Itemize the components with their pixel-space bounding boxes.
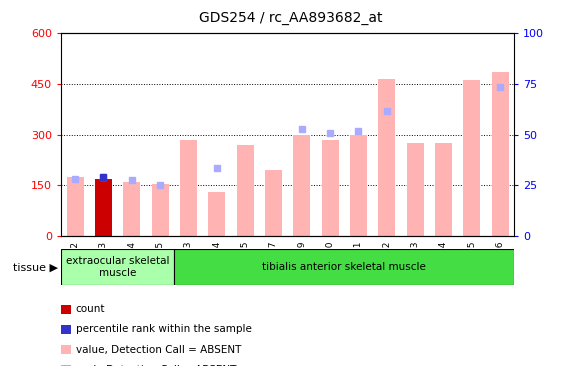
Bar (180, 139, 197, 236)
Bar (435, 143, 452, 236)
Text: tibialis anterior skeletal muscle: tibialis anterior skeletal muscle (262, 262, 426, 272)
Bar (265, 170, 282, 236)
Bar (174, 249, 514, 285)
Bar (350, 135, 367, 236)
Text: percentile rank within the sample: percentile rank within the sample (76, 324, 252, 335)
Bar (293, 135, 310, 236)
Bar (236, 145, 254, 236)
Text: tissue ▶: tissue ▶ (13, 262, 58, 272)
Text: rank, Detection Call = ABSENT: rank, Detection Call = ABSENT (76, 365, 236, 366)
Bar (95, 179, 112, 236)
Bar (123, 182, 141, 236)
Text: GDS254 / rc_AA893682_at: GDS254 / rc_AA893682_at (199, 11, 382, 25)
Text: extraocular skeletal
muscle: extraocular skeletal muscle (66, 256, 170, 278)
Bar (378, 79, 395, 236)
Bar (152, 184, 168, 236)
Bar (492, 72, 508, 236)
Bar (463, 81, 480, 236)
Text: count: count (76, 304, 105, 314)
Bar (322, 139, 339, 236)
Text: value, Detection Call = ABSENT: value, Detection Call = ABSENT (76, 344, 241, 355)
Bar (209, 192, 225, 236)
Bar (407, 143, 424, 236)
Bar (67, 177, 84, 236)
Bar (61, 249, 174, 285)
